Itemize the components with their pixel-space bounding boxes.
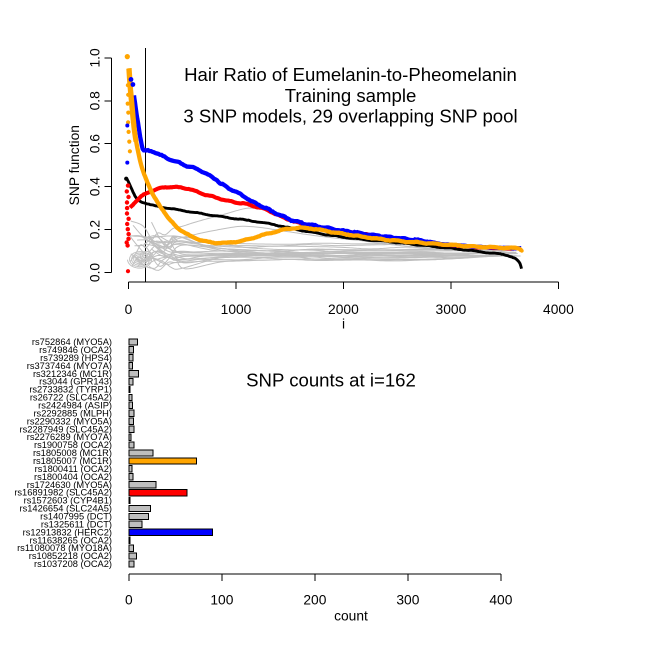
svg-text:0.8: 0.8 bbox=[88, 91, 103, 111]
svg-text:rs12913832 (HERC2): rs12913832 (HERC2) bbox=[23, 527, 112, 537]
svg-text:Hair Ratio of Eumelanin-to-Phe: Hair Ratio of Eumelanin-to-Pheomelanin bbox=[184, 64, 517, 85]
svg-text:400: 400 bbox=[489, 593, 512, 608]
svg-text:0.2: 0.2 bbox=[88, 220, 103, 239]
svg-text:count: count bbox=[334, 609, 368, 624]
svg-text:rs26722 (SLC45A2): rs26722 (SLC45A2) bbox=[30, 393, 112, 403]
svg-text:rs752864 (MYO5A): rs752864 (MYO5A) bbox=[32, 337, 112, 347]
svg-text:rs2290332 (MYO5A): rs2290332 (MYO5A) bbox=[27, 416, 112, 426]
svg-text:rs2276289 (MYO7A): rs2276289 (MYO7A) bbox=[27, 432, 112, 442]
svg-text:100: 100 bbox=[210, 593, 233, 608]
svg-text:0.4: 0.4 bbox=[88, 177, 103, 197]
svg-text:rs2287949 (SLC45A2): rs2287949 (SLC45A2) bbox=[19, 424, 112, 434]
svg-text:Training sample: Training sample bbox=[285, 85, 417, 106]
svg-text:rs1407995 (DCT): rs1407995 (DCT) bbox=[40, 512, 112, 522]
svg-text:rs3212346 (MC1R): rs3212346 (MC1R) bbox=[33, 369, 112, 379]
svg-text:rs11638265 (OCA2): rs11638265 (OCA2) bbox=[29, 535, 112, 545]
svg-text:1000: 1000 bbox=[221, 302, 252, 317]
svg-text:rs3044 (GPR143): rs3044 (GPR143) bbox=[39, 377, 112, 387]
svg-text:3 SNP models, 29 overlapping S: 3 SNP models, 29 overlapping SNP pool bbox=[183, 106, 517, 127]
svg-text:200: 200 bbox=[303, 593, 326, 608]
svg-text:4000: 4000 bbox=[543, 302, 574, 317]
svg-text:300: 300 bbox=[396, 593, 419, 608]
svg-text:rs3737464 (MYO7A): rs3737464 (MYO7A) bbox=[27, 361, 112, 371]
svg-text:SNP function: SNP function bbox=[67, 125, 82, 205]
svg-text:rs1800411 (OCA2): rs1800411 (OCA2) bbox=[35, 464, 112, 474]
svg-text:rs10852218 (OCA2): rs10852218 (OCA2) bbox=[29, 551, 112, 561]
svg-text:rs749846 (OCA2): rs749846 (OCA2) bbox=[39, 345, 112, 355]
svg-text:rs1325611 (DCT): rs1325611 (DCT) bbox=[41, 519, 112, 529]
svg-text:rs1426654 (SLC24A5): rs1426654 (SLC24A5) bbox=[19, 504, 112, 514]
svg-text:SNP counts at i=162: SNP counts at i=162 bbox=[246, 369, 416, 390]
svg-text:0: 0 bbox=[125, 302, 133, 317]
svg-text:rs2424984 (ASIP): rs2424984 (ASIP) bbox=[38, 400, 112, 410]
svg-text:rs2733832 (TYRP1): rs2733832 (TYRP1) bbox=[29, 385, 112, 395]
svg-text:0.6: 0.6 bbox=[88, 134, 103, 154]
svg-text:rs1572603 (CYP4B1): rs1572603 (CYP4B1) bbox=[24, 496, 112, 506]
svg-text:1.0: 1.0 bbox=[88, 48, 103, 68]
svg-text:0.0: 0.0 bbox=[88, 263, 103, 283]
svg-text:3000: 3000 bbox=[436, 302, 467, 317]
svg-text:rs2292885 (MLPH): rs2292885 (MLPH) bbox=[33, 408, 112, 418]
svg-text:rs1724630 (MYO5A): rs1724630 (MYO5A) bbox=[27, 480, 112, 490]
svg-text:rs1037208 (OCA2): rs1037208 (OCA2) bbox=[34, 559, 112, 569]
svg-text:rs1900758 (OCA2): rs1900758 (OCA2) bbox=[34, 440, 112, 450]
svg-text:rs1800404 (OCA2): rs1800404 (OCA2) bbox=[34, 472, 112, 482]
svg-text:0: 0 bbox=[125, 593, 133, 608]
svg-text:rs16891982 (SLC45A2): rs16891982 (SLC45A2) bbox=[14, 488, 112, 498]
svg-text:rs739289 (HPS4): rs739289 (HPS4) bbox=[40, 353, 112, 363]
svg-text:i: i bbox=[342, 317, 345, 332]
svg-text:2000: 2000 bbox=[328, 302, 359, 317]
svg-text:rs1805007 (MC1R): rs1805007 (MC1R) bbox=[33, 456, 112, 466]
svg-text:rs11080078 (MYO18A): rs11080078 (MYO18A) bbox=[17, 543, 112, 553]
svg-text:rs1805008 (MC1R): rs1805008 (MC1R) bbox=[33, 448, 112, 458]
